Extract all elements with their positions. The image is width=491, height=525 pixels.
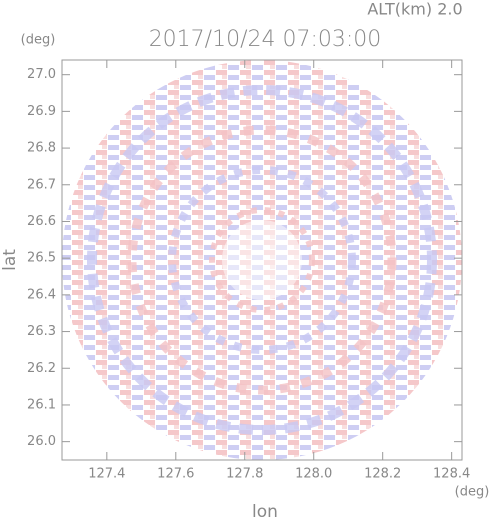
x-unit: (deg): [455, 485, 490, 500]
x-tick-label: 128.2: [364, 467, 401, 482]
y-tick-label: 26.4: [27, 287, 56, 302]
chart-title: 2017/10/24 07:03:00: [149, 27, 382, 52]
y-tick-label: 26.0: [27, 434, 56, 449]
y-tick-label: 26.1: [27, 397, 56, 412]
x-tick-label: 127.4: [88, 467, 125, 482]
x-tick-label: 128.4: [433, 467, 470, 482]
plot-frame: [61, 59, 463, 461]
y-tick-label: 27.0: [27, 67, 56, 82]
y-tick-label: 26.5: [27, 251, 56, 266]
y-tick-label: 26.9: [27, 104, 56, 119]
y-tick-label: 26.3: [27, 324, 56, 339]
y-label: lat: [0, 249, 20, 271]
radar-disk: [62, 60, 462, 460]
x-label: lon: [252, 502, 278, 521]
altitude: ALT(km) 2.0: [367, 0, 462, 19]
x-tick-label: 127.6: [157, 467, 194, 482]
x-tick-label: 128.0: [295, 467, 332, 482]
y-tick-label: 26.8: [27, 141, 56, 156]
x-tick-label: 127.8: [226, 467, 263, 482]
y-tick-label: 26.2: [27, 361, 56, 376]
y-tick-label: 26.7: [27, 177, 56, 192]
y-unit: (deg): [21, 33, 56, 48]
y-tick-label: 26.6: [27, 214, 56, 229]
